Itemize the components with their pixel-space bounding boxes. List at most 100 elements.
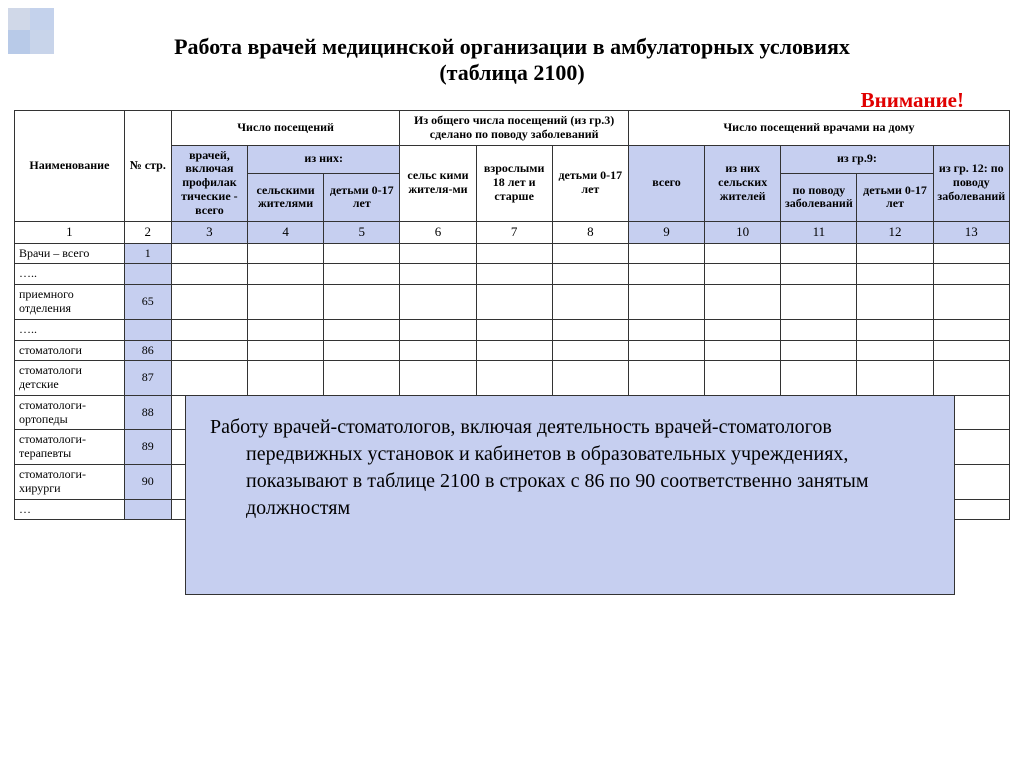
data-cell: [781, 361, 857, 396]
data-cell: [705, 319, 781, 340]
data-cell: [933, 340, 1009, 361]
h-from-gr12: из гр. 12: по поводу заболеваний: [933, 145, 1009, 221]
colnum: 11: [781, 221, 857, 243]
h-of-them: из них:: [248, 145, 400, 174]
data-cell: [171, 340, 247, 361]
data-cell: [476, 264, 552, 285]
data-cell: [705, 243, 781, 264]
data-cell: [324, 319, 400, 340]
table-row: Врачи – всего1: [15, 243, 1010, 264]
h-from-gr9: из гр.9:: [781, 145, 933, 174]
row-num-cell: [124, 264, 171, 285]
data-cell: [248, 361, 324, 396]
data-cell: [933, 243, 1009, 264]
data-cell: [857, 243, 933, 264]
data-cell: [857, 319, 933, 340]
data-cell: [781, 340, 857, 361]
data-cell: [171, 243, 247, 264]
data-cell: [400, 243, 476, 264]
row-name-cell: …..: [15, 319, 125, 340]
data-cell: [248, 285, 324, 320]
colnum: 3: [171, 221, 247, 243]
data-cell: [781, 285, 857, 320]
row-num-cell: 1: [124, 243, 171, 264]
data-cell: [552, 361, 628, 396]
column-number-row: 1 2 3 4 5 6 7 8 9 10 11 12 13: [15, 221, 1010, 243]
title-line1: Работа врачей медицинской организации в …: [174, 34, 850, 59]
row-name-cell: …: [15, 499, 125, 520]
h-visits: Число посещений: [171, 111, 400, 146]
row-num-cell: [124, 319, 171, 340]
data-cell: [476, 285, 552, 320]
page-title: Работа врачей медицинской организации в …: [0, 0, 1024, 87]
note-text: Работу врачей-стоматологов, включая деят…: [210, 414, 934, 522]
data-cell: [705, 285, 781, 320]
data-cell: [705, 340, 781, 361]
data-cell: [705, 361, 781, 396]
data-cell: [400, 285, 476, 320]
colnum: 4: [248, 221, 324, 243]
data-cell: [552, 340, 628, 361]
h-child017c: детьми 0-17 лет: [857, 174, 933, 221]
data-cell: [552, 264, 628, 285]
data-cell: [248, 243, 324, 264]
data-cell: [400, 361, 476, 396]
table-row: стоматологи86: [15, 340, 1010, 361]
data-cell: [476, 361, 552, 396]
data-cell: [552, 285, 628, 320]
data-cell: [324, 285, 400, 320]
data-cell: [476, 243, 552, 264]
h-child017: детьми 0-17 лет: [324, 174, 400, 221]
colnum: 2: [124, 221, 171, 243]
data-cell: [933, 285, 1009, 320]
row-num-cell: 89: [124, 430, 171, 465]
data-cell: [248, 319, 324, 340]
row-name-cell: приемного отделения: [15, 285, 125, 320]
data-cell: [628, 361, 704, 396]
data-cell: [781, 319, 857, 340]
h-name: Наименование: [15, 111, 125, 222]
data-cell: [400, 319, 476, 340]
data-cell: [476, 340, 552, 361]
data-cell: [324, 340, 400, 361]
colnum: 5: [324, 221, 400, 243]
row-name-cell: …..: [15, 264, 125, 285]
title-line2: (таблица 2100): [439, 60, 584, 85]
data-cell: [324, 243, 400, 264]
data-cell: [781, 243, 857, 264]
row-name-cell: стоматологи-ортопеды: [15, 395, 125, 430]
note-box: Работу врачей-стоматологов, включая деят…: [185, 395, 955, 595]
row-num-cell: 90: [124, 465, 171, 500]
corner-decoration: [8, 8, 54, 54]
colnum: 10: [705, 221, 781, 243]
colnum: 1: [15, 221, 125, 243]
data-cell: [857, 264, 933, 285]
data-cell: [400, 340, 476, 361]
data-cell: [933, 264, 1009, 285]
data-cell: [248, 340, 324, 361]
colnum: 12: [857, 221, 933, 243]
row-name-cell: стоматологи детские: [15, 361, 125, 396]
data-cell: [552, 243, 628, 264]
table-row: …..: [15, 319, 1010, 340]
table-row: стоматологи детские87: [15, 361, 1010, 396]
h-from-total: Из общего числа посещений (из гр.3) сдел…: [400, 111, 629, 146]
data-cell: [857, 285, 933, 320]
h-total: всего: [628, 145, 704, 221]
data-cell: [171, 361, 247, 396]
row-name-cell: стоматологи-хирурги: [15, 465, 125, 500]
row-num-cell: 87: [124, 361, 171, 396]
h-num: № стр.: [124, 111, 171, 222]
data-cell: [628, 319, 704, 340]
h-by-disease: по поводу заболеваний: [781, 174, 857, 221]
row-num-cell: 65: [124, 285, 171, 320]
h-rural-res: сельс кими жителя-ми: [400, 145, 476, 221]
data-cell: [628, 264, 704, 285]
data-cell: [933, 361, 1009, 396]
data-cell: [324, 264, 400, 285]
data-cell: [628, 243, 704, 264]
colnum: 7: [476, 221, 552, 243]
row-name-cell: стоматологи: [15, 340, 125, 361]
data-cell: [933, 319, 1009, 340]
data-cell: [705, 264, 781, 285]
